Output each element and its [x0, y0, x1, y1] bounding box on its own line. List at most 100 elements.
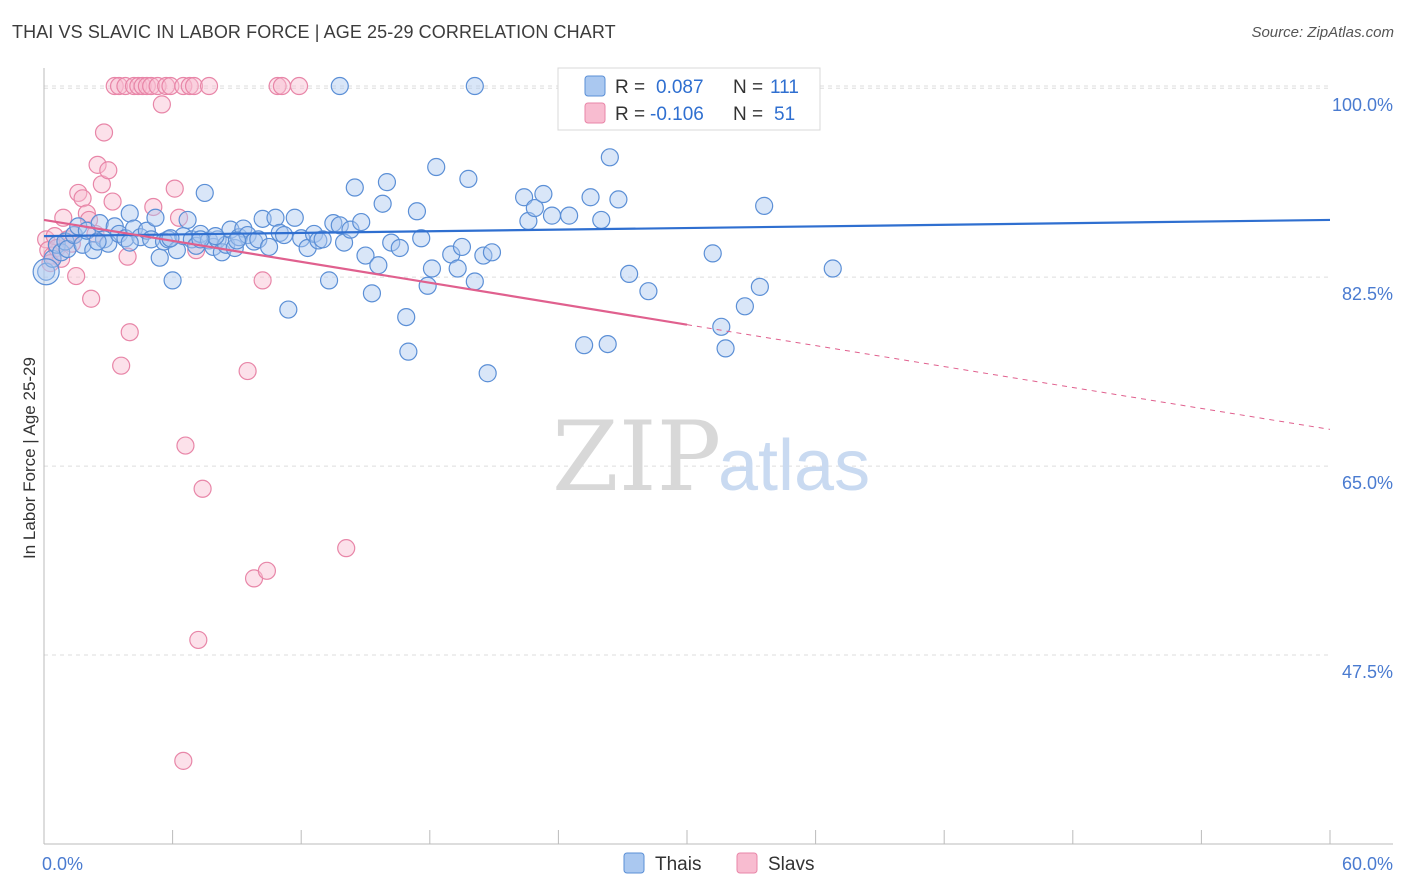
stats-swatch-slavs	[584, 102, 606, 124]
point-thais-108	[206, 227, 225, 246]
point-slavs-48	[253, 271, 272, 290]
point-slavs-24	[118, 247, 137, 266]
point-slavs-45	[193, 479, 212, 498]
point-thais-17	[120, 204, 139, 223]
point-thais-63	[345, 178, 364, 197]
point-thais-64	[352, 212, 371, 232]
stats-r-value-slavs: -0.106	[650, 104, 704, 125]
stats-n-value-slavs: 51	[774, 104, 795, 125]
point-slavs-29	[137, 76, 156, 96]
point-slavs-19	[99, 161, 118, 180]
point-slavs-39	[176, 436, 195, 455]
point-thais-103	[755, 196, 774, 215]
y-tick-label-1: 65.0%	[1342, 473, 1393, 493]
point-slavs-16	[88, 155, 107, 174]
point-slavs-35	[161, 76, 180, 96]
trend-line-slavs	[43, 218, 688, 326]
chart-source: Source: ZipAtlas.com	[1251, 24, 1394, 41]
point-thais-99	[620, 264, 639, 284]
point-thais-65	[356, 246, 375, 265]
point-thais-98	[598, 334, 617, 354]
trend-line-thais	[43, 218, 1331, 238]
point-slavs-54	[189, 630, 208, 650]
point-slavs-31	[144, 197, 163, 217]
stats-swatch-thais	[584, 75, 606, 97]
point-thais-82	[459, 169, 478, 188]
point-thais-52	[285, 208, 304, 227]
x-tick-labels: 0.0% 60.0%	[42, 854, 1393, 874]
point-thais-93	[581, 188, 600, 207]
y-tick-label-3: 100.0%	[1332, 95, 1393, 115]
point-slavs-52	[289, 76, 309, 96]
point-thais-43	[238, 225, 257, 245]
grid-lines	[44, 85, 1330, 656]
point-slavs-46	[238, 361, 257, 381]
point-thais-107	[823, 259, 842, 278]
point-thais-68	[373, 194, 392, 213]
point-thais-78	[427, 157, 446, 177]
watermark-zip: ZIP	[552, 401, 721, 513]
point-slavs-20	[103, 192, 122, 211]
stats-r-label-thais: R =	[615, 77, 645, 98]
point-thais-106	[716, 339, 735, 358]
series-legend: Thais Slavs	[623, 852, 814, 875]
point-thais-10	[84, 241, 103, 260]
point-thais-104	[712, 317, 731, 336]
point-slavs-30	[142, 76, 161, 96]
y-axis-title: In Labor Force | Age 25-29	[20, 357, 39, 559]
point-thais-29	[178, 210, 197, 230]
stats-r-label-slavs: R =	[615, 104, 645, 125]
point-thais-67	[369, 256, 388, 275]
point-thais-26	[163, 271, 182, 290]
point-thais-94	[592, 210, 611, 230]
point-slavs-33	[152, 95, 171, 114]
point-thais-57	[313, 230, 332, 249]
y-tick-label-0: 47.5%	[1342, 662, 1393, 682]
point-thais-115	[161, 229, 180, 248]
point-slavs-50	[268, 76, 287, 96]
legend-swatch-thais	[623, 852, 645, 874]
point-thais-69	[377, 173, 397, 192]
stats-n-label-slavs: N =	[733, 104, 763, 125]
point-thais-23	[150, 248, 169, 267]
point-thais-76	[418, 276, 437, 295]
point-thais-96	[609, 190, 628, 209]
point-thais-80	[448, 259, 467, 278]
point-thais-71	[390, 238, 409, 258]
stats-n-value-thais: 111	[770, 77, 799, 98]
point-thais-86	[482, 243, 502, 262]
point-thais-51	[279, 300, 298, 319]
point-thais-50	[274, 225, 294, 245]
point-slavs-44	[112, 356, 131, 375]
point-thais-89	[525, 198, 544, 218]
point-slavs-22	[109, 76, 129, 96]
point-slavs-55	[174, 751, 193, 770]
stats-legend: R = 0.087 N = 111 R = -0.106 N = 51	[557, 67, 821, 131]
point-thais-cluster	[32, 258, 60, 286]
point-thais-97	[575, 336, 594, 355]
y-tick-labels: 47.5% 65.0% 82.5% 100.0%	[1332, 95, 1393, 682]
point-slavs-9	[67, 266, 86, 286]
point-thais-66	[362, 284, 382, 303]
point-thais-83	[465, 272, 484, 291]
point-slavs-51	[272, 76, 292, 96]
point-slavs-14	[82, 289, 101, 308]
point-slavs-38	[174, 76, 193, 96]
y-tick-label-2: 82.5%	[1342, 284, 1393, 304]
point-thais-101	[703, 244, 722, 263]
x-tick-label-min: 0.0%	[42, 854, 83, 874]
point-slavs-21	[105, 76, 124, 96]
point-thais-81	[452, 237, 472, 257]
watermark-atlas: atlas	[718, 426, 870, 506]
point-slavs-40	[180, 76, 199, 96]
point-thais-91	[542, 206, 562, 225]
point-thais-60	[330, 216, 349, 235]
point-slavs-25	[120, 323, 139, 342]
point-thais-74	[407, 202, 427, 221]
point-thais-22	[146, 208, 165, 227]
axes	[43, 68, 1393, 845]
point-thais-45	[249, 230, 268, 249]
legend-label-thais: Thais	[655, 854, 701, 875]
chart-title: THAI VS SLAVIC IN LABOR FORCE | AGE 25-2…	[12, 22, 616, 42]
point-thais-109	[465, 76, 484, 96]
